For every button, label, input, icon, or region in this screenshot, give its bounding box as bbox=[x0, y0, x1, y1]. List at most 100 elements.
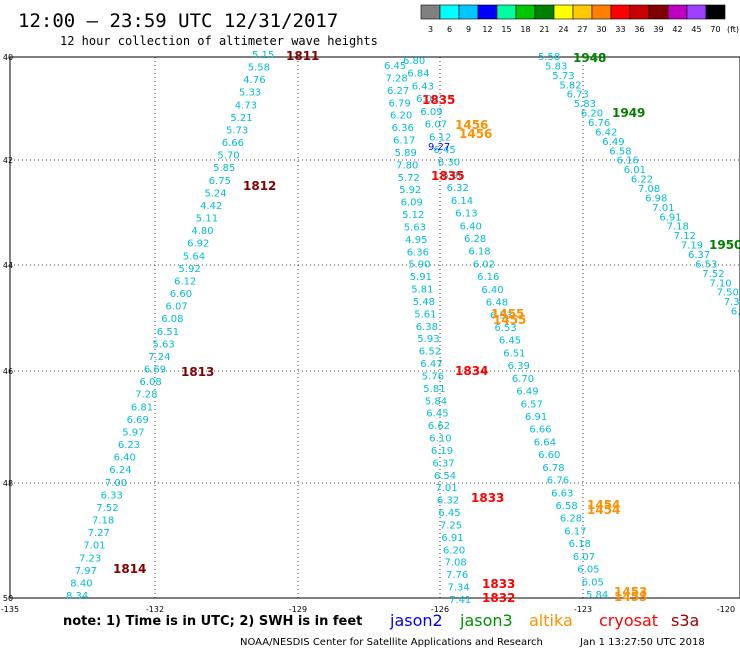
wave-height-value: 5.76 bbox=[422, 372, 444, 383]
wave-height-value: 6.39 bbox=[508, 361, 530, 372]
legend-label: 15 bbox=[501, 25, 511, 34]
wave-height-value: 6.62 bbox=[428, 421, 450, 432]
wave-height-value: 6.54 bbox=[434, 471, 456, 482]
pass-time-label-altika: 1456 bbox=[459, 127, 492, 141]
wave-height-value: 6.75 bbox=[209, 176, 231, 187]
wave-height-value: 6.07 bbox=[425, 120, 447, 131]
wave-height-value: 7.34 bbox=[448, 583, 470, 594]
wave-height-value: 7.80 bbox=[396, 160, 418, 171]
wave-height-value: 6.33 bbox=[101, 490, 123, 501]
pass-time-label-altika: 1456 bbox=[455, 118, 488, 132]
wave-height-value: 6.23 bbox=[118, 440, 140, 451]
pass-time-label-cryosat: 1835 bbox=[422, 93, 455, 107]
wave-height-value: 5.24 bbox=[204, 188, 226, 199]
wave-height-value: 5.11 bbox=[196, 214, 218, 225]
longitude-label: -120 bbox=[717, 605, 735, 614]
wave-height-value: 5.58 bbox=[248, 63, 270, 74]
wave-height-value: 5.33 bbox=[239, 88, 261, 99]
wave-height-value: 6.36 bbox=[392, 123, 414, 134]
wave-height-value: 5.84 bbox=[586, 590, 608, 601]
wave-height-value: 5.90 bbox=[408, 260, 430, 271]
pass-time-label-altika: 1454 bbox=[587, 498, 620, 512]
legend-swatch bbox=[477, 4, 498, 20]
wave-height-value: 6.18 bbox=[468, 247, 490, 258]
wave-height-value: 7.27 bbox=[88, 528, 110, 539]
wave-height-value: 7.01 bbox=[652, 203, 674, 214]
wave-height-value: 7.28 bbox=[135, 390, 157, 401]
wave-height-value: 5.84 bbox=[425, 396, 447, 407]
latitude-label: 50 bbox=[3, 594, 13, 603]
wave-height-value: 7.52 bbox=[96, 503, 118, 514]
wave-height-value: 5.64 bbox=[183, 251, 205, 262]
wave-height-value: 5.72 bbox=[398, 173, 420, 184]
wave-height-value: 5.73 bbox=[552, 71, 574, 82]
wave-height-value: 7.18 bbox=[92, 516, 114, 527]
wave-height-value: 4.73 bbox=[235, 100, 257, 111]
wave-height-value: 4.42 bbox=[200, 201, 222, 212]
longitude-label: -135 bbox=[1, 605, 19, 614]
legend-label: 70 bbox=[710, 25, 720, 34]
legend-label: 33 bbox=[615, 25, 625, 34]
map-grid: 40 42 44 46 48 50 -135 -132 -129 -126 -123 -120 bbox=[1, 53, 740, 614]
satellite-legend-altika: altika bbox=[529, 611, 573, 630]
wave-height-value: 6.28 bbox=[464, 234, 486, 245]
wave-height-value: 6.20 bbox=[581, 109, 603, 120]
wave-height-value: 6.01 bbox=[624, 165, 646, 176]
legend-label: 9 bbox=[466, 25, 471, 34]
wave-height-value-jason2: 9.27 bbox=[428, 142, 450, 153]
wave-height-value: 6.38 bbox=[416, 322, 438, 333]
pass-time-label-jason3: 1949 bbox=[612, 106, 645, 120]
wave-height-value: 6.49 bbox=[602, 137, 624, 148]
legend-label: 39 bbox=[653, 25, 663, 34]
wave-height-value: 6.00 bbox=[416, 94, 438, 105]
wave-height-value: 6.17 bbox=[393, 136, 415, 147]
satellite-legend-jason2: jason2 bbox=[389, 611, 443, 630]
wave-height-value: 6.32 bbox=[437, 496, 459, 507]
wave-height-value: 6.16 bbox=[617, 156, 639, 167]
wave-height-value: 7.41 bbox=[449, 595, 471, 606]
wave-height-value: 5.97 bbox=[122, 427, 144, 438]
wave-height-value: 5.63 bbox=[404, 222, 426, 233]
wave-height-value: 7.10 bbox=[709, 278, 731, 289]
altimeter-tracks: 5.155.584.765.334.735.215.736.665.705.85… bbox=[66, 50, 740, 606]
wave-height-value: 6.73 bbox=[567, 90, 589, 101]
wave-height-value: 6.60 bbox=[538, 450, 560, 461]
pass-time-label-s3a: 1812 bbox=[243, 179, 276, 193]
wave-height-value: 6.27 bbox=[387, 86, 409, 97]
legend-swatch bbox=[420, 4, 441, 20]
pass-time-label-altika: 1453 bbox=[614, 590, 647, 604]
latitude-label: 46 bbox=[3, 367, 13, 376]
wave-height-value: 6.79 bbox=[389, 98, 411, 109]
wave-height-value: 6.05 bbox=[582, 577, 604, 588]
wave-height-value: 6.76 bbox=[588, 118, 610, 129]
wave-height-value: 7.24 bbox=[148, 352, 170, 363]
wave-height-value: 4.95 bbox=[405, 235, 427, 246]
wave-height-value: 6.69 bbox=[127, 415, 149, 426]
footer-note: note: 1) Time is in UTC; 2) SWH is in fe… bbox=[63, 614, 362, 629]
wave-height-value: 6.36 bbox=[407, 247, 429, 258]
legend-swatch bbox=[648, 4, 669, 20]
wave-height-value: 6.40 bbox=[114, 453, 136, 464]
color-scale-legend: 3 6 9 12 15 18 21 24 27 30 33 36 39 42 45 70 (ft) bbox=[420, 4, 739, 34]
wave-height-value: 6.51 bbox=[503, 348, 525, 359]
wave-height-value: 4.76 bbox=[243, 75, 265, 86]
wave-height-value: 5.58 bbox=[538, 52, 560, 63]
wave-height-value: 6.20 bbox=[443, 545, 465, 556]
plot-frame bbox=[9, 56, 740, 599]
wave-height-value: 6.09 bbox=[401, 198, 423, 209]
wave-height-value: 7.01 bbox=[83, 541, 105, 552]
longitude-label: -123 bbox=[574, 605, 592, 614]
wave-height-value: 5.61 bbox=[414, 309, 436, 320]
wave-height-value: 8.34 bbox=[66, 591, 88, 602]
pass-time-label-s3a: 1813 bbox=[181, 365, 214, 379]
wave-height-value: 7.08 bbox=[445, 558, 467, 569]
wave-height-value: 6.80 bbox=[403, 56, 425, 67]
wave-height-value: 6.45 bbox=[499, 336, 521, 347]
wave-height-value: 5.89 bbox=[395, 148, 417, 159]
wave-height-value: 7.08 bbox=[638, 184, 660, 195]
legend-swatch bbox=[667, 4, 688, 20]
wave-height-value: 5.83 bbox=[545, 61, 567, 72]
pass-time-label-jason3: 1948 bbox=[573, 51, 606, 65]
wave-height-value: 6.43 bbox=[412, 81, 434, 92]
